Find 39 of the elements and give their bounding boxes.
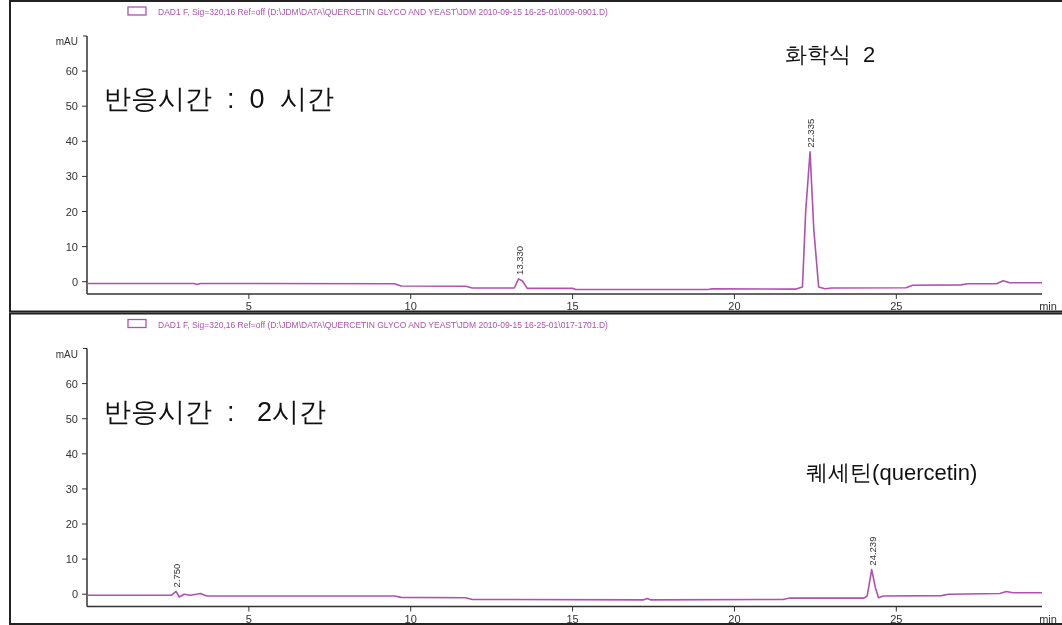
x-tick-label: 5 [245, 300, 252, 312]
x-tick-label: 15 [566, 612, 579, 625]
x-tick-label: 20 [728, 300, 741, 312]
y-tick-label: 20 [65, 205, 78, 218]
y-tick-label: 60 [65, 377, 78, 390]
y-tick-label: 10 [65, 240, 78, 253]
x-axis-title: min [1039, 300, 1057, 312]
y-tick-label: 40 [65, 135, 78, 148]
annotation: 24.239 [866, 536, 878, 566]
y-tick-label: 20 [65, 518, 78, 531]
x-tick-label: 5 [245, 612, 252, 625]
x-tick-label: 25 [890, 300, 903, 312]
y-tick-label: 60 [65, 65, 78, 78]
legend-label: DAD1 F, Sig=320,16 Ref=off (D:\JDM\DATA\QUERCETIN GLYCO AND YEAST\JDM 2010-09-15 16-25-01\017-1701.D) [158, 319, 609, 330]
annotation: 반응시간 : 2시간 [104, 396, 327, 427]
x-axis-title: min [1039, 612, 1057, 625]
x-tick-label: 10 [404, 612, 417, 625]
annotation: 13.330 [513, 245, 525, 275]
annotation: 22.335 [805, 118, 817, 148]
y-tick-label: 10 [65, 553, 78, 566]
y-tick-label: 30 [65, 170, 78, 183]
y-tick-label: 0 [71, 275, 78, 288]
y-tick-label: 50 [65, 100, 78, 113]
x-tick-label: 25 [890, 612, 903, 625]
legend-label: DAD1 F, Sig=320,16 Ref=off (D:\JDM\DATA\QUERCETIN GLYCO AND YEAST\JDM 2010-09-15 16-25-01\009-0901.D) [158, 7, 609, 17]
y-tick-label: 40 [65, 447, 78, 460]
line-series [86, 151, 1043, 291]
y-tick-label: 0 [71, 588, 78, 601]
annotation: 화학식 2 [784, 41, 876, 67]
x-tick-label: 20 [728, 612, 741, 625]
annotation: 반응시간 : 0 시간 [104, 84, 334, 114]
annotation: 퀘세틴(quercetin) [806, 459, 978, 485]
y-axis-title: mAU [55, 36, 78, 47]
x-tick-label: 10 [404, 300, 417, 312]
y-tick-label: 50 [65, 412, 78, 425]
annotation: 2.750 [171, 563, 183, 588]
x-tick-label: 15 [566, 300, 579, 312]
y-tick-label: 30 [65, 482, 78, 495]
y-axis-title: mAU [55, 348, 78, 360]
